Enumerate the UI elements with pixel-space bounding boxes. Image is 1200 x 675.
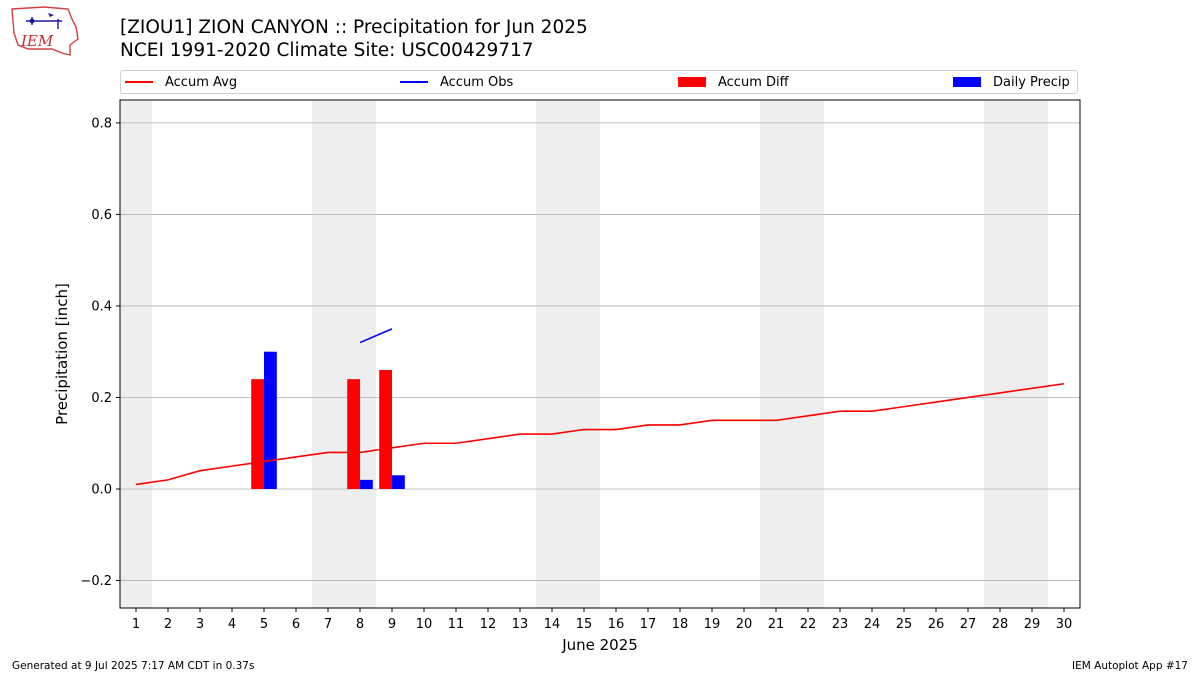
- y-tick-label-0.4: 0.4: [91, 299, 112, 314]
- x-tick-label-9: 9: [388, 617, 396, 632]
- x-tick-label-26: 26: [928, 617, 945, 632]
- x-tick-label-24: 24: [864, 617, 881, 632]
- x-tick-label-8: 8: [356, 617, 364, 632]
- x-tick-label-7: 7: [324, 617, 332, 632]
- x-tick-label-11: 11: [448, 617, 465, 632]
- bars: [251, 351, 405, 490]
- x-tick-label-19: 19: [704, 617, 721, 632]
- weekend-band-day-7: [312, 100, 344, 608]
- bar-daily-precip-day-9: [392, 475, 405, 490]
- logo-text: IEM: [20, 32, 54, 50]
- x-tick-label-10: 10: [416, 617, 433, 632]
- legend-label-accum-obs: Accum Obs: [440, 74, 514, 90]
- x-tick-label-2: 2: [164, 617, 172, 632]
- x-tick-label-25: 25: [896, 617, 913, 632]
- y-tick-label-0.8: 0.8: [91, 116, 112, 131]
- legend-label-accum-avg: Accum Avg: [165, 74, 238, 90]
- bar-daily-precip-day-8: [360, 479, 373, 490]
- weekend-band-day-28: [984, 100, 1016, 608]
- legend: Accum Avg Accum Obs Accum Diff Daily Pre…: [120, 70, 1078, 94]
- weekend-shading: [120, 100, 1048, 608]
- x-axis-label: June 2025: [561, 636, 638, 654]
- line-accum-obs: [359, 328, 393, 344]
- line-accum-avg: [135, 382, 1065, 486]
- series-lines: [135, 328, 1065, 486]
- x-tick-label-14: 14: [544, 617, 561, 632]
- legend-swatch-accum-diff: [678, 77, 706, 87]
- weekend-band-day-22: [792, 100, 824, 608]
- app-label: IEM Autoplot App #17: [1072, 660, 1188, 672]
- gridlines: [120, 122, 1080, 581]
- y-axis: −0.2 0.0 0.2 0.4 0.6 0.8: [80, 116, 120, 589]
- chart-title: [ZIOU1] ZION CANYON :: Precipitation for…: [120, 17, 588, 38]
- legend-swatch-accum-avg: [125, 81, 153, 83]
- bar-accum-diff-day-9: [379, 370, 392, 490]
- x-tick-label-6: 6: [292, 617, 300, 632]
- legend-item-accum-obs: Accum Obs: [400, 71, 513, 93]
- x-tick-label-13: 13: [512, 617, 529, 632]
- x-tick-label-5: 5: [260, 617, 268, 632]
- x-tick-label-18: 18: [672, 617, 689, 632]
- x-tick-label-3: 3: [196, 617, 204, 632]
- legend-item-accum-diff: Accum Diff: [678, 71, 789, 93]
- generated-timestamp: Generated at 9 Jul 2025 7:17 AM CDT in 0…: [12, 660, 255, 672]
- y-axis-label: Precipitation [inch]: [53, 283, 71, 425]
- legend-item-daily-precip: Daily Precip: [953, 71, 1070, 93]
- weekend-band-day-1: [120, 100, 152, 608]
- x-tick-label-20: 20: [736, 617, 753, 632]
- y-tick-label-0: 0.0: [91, 483, 112, 498]
- legend-swatch-accum-obs: [400, 81, 428, 83]
- x-tick-label-29: 29: [1024, 617, 1041, 632]
- iem-logo: IEM: [11, 6, 79, 56]
- chart-subtitle: NCEI 1991-2020 Climate Site: USC00429717: [120, 40, 534, 61]
- x-tick-label-21: 21: [768, 617, 785, 632]
- plot-frame: [119, 99, 1081, 609]
- legend-item-accum-avg: Accum Avg: [125, 71, 237, 93]
- x-tick-label-12: 12: [480, 617, 497, 632]
- x-tick-label-23: 23: [832, 617, 849, 632]
- bar-daily-precip-day-5: [264, 351, 277, 490]
- weekend-band-day-29: [1016, 100, 1048, 608]
- bar-accum-diff-day-5: [251, 379, 264, 490]
- x-tick-label-30: 30: [1056, 617, 1073, 632]
- weekend-band-day-21: [760, 100, 792, 608]
- weekend-band-day-8: [344, 100, 376, 608]
- x-tick-label-4: 4: [228, 617, 236, 632]
- x-tick-label-27: 27: [960, 617, 977, 632]
- bar-accum-diff-day-8: [347, 379, 360, 490]
- x-tick-label-15: 15: [576, 617, 593, 632]
- x-tick-label-28: 28: [992, 617, 1009, 632]
- x-tick-label-16: 16: [608, 617, 625, 632]
- legend-swatch-daily-precip: [953, 77, 981, 87]
- weekend-band-day-14: [536, 100, 568, 608]
- legend-label-daily-precip: Daily Precip: [993, 74, 1070, 90]
- y-tick-label--0.2: −0.2: [80, 574, 112, 589]
- x-axis: 1 2 3 4 5 6 7 8 9 10 11 12 13 14 15 16 17 18 19 20 21 22 23 24 2…: [132, 608, 1072, 632]
- y-tick-label-0.2: 0.2: [91, 391, 112, 406]
- x-tick-label-17: 17: [640, 617, 657, 632]
- weekend-band-day-15: [568, 100, 600, 608]
- y-tick-label-0.6: 0.6: [91, 208, 112, 223]
- x-tick-label-22: 22: [800, 617, 817, 632]
- x-tick-label-1: 1: [132, 617, 140, 632]
- legend-label-accum-diff: Accum Diff: [718, 74, 789, 90]
